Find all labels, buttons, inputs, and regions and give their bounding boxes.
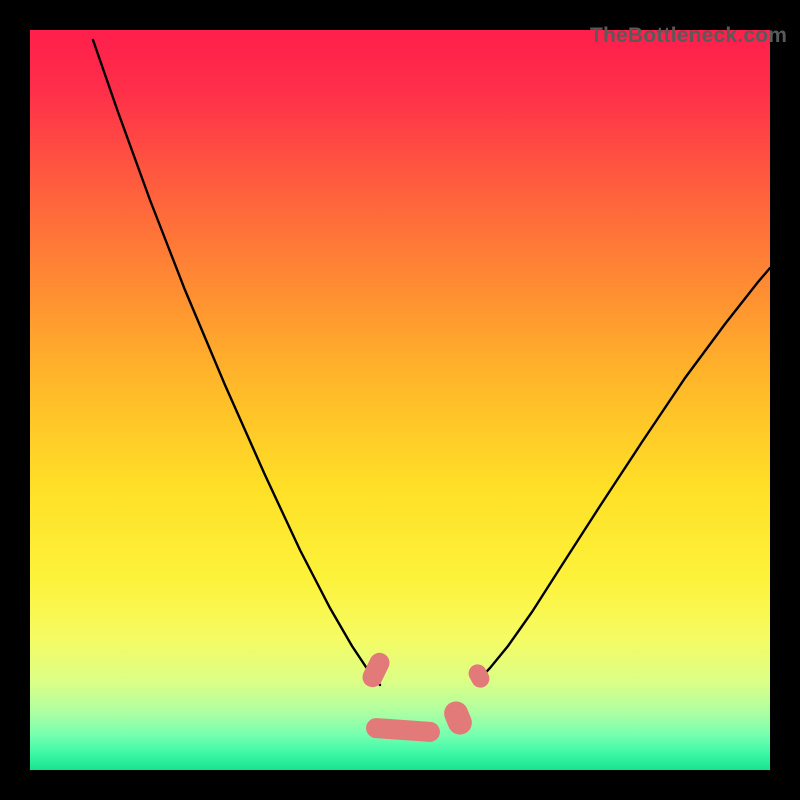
blob-capsule	[465, 661, 492, 691]
curve-right-branch	[475, 268, 770, 684]
blob-capsule	[359, 649, 393, 690]
plot-area	[30, 30, 770, 770]
curve-left-branch	[93, 40, 380, 685]
blob-capsule	[365, 717, 440, 742]
watermark-text: TheBottleneck.com	[590, 24, 787, 48]
bottleneck-curve	[30, 30, 770, 770]
blob-capsule	[441, 698, 476, 739]
blob-overlay	[359, 649, 492, 742]
chart-frame: TheBottleneck.com	[0, 0, 800, 800]
